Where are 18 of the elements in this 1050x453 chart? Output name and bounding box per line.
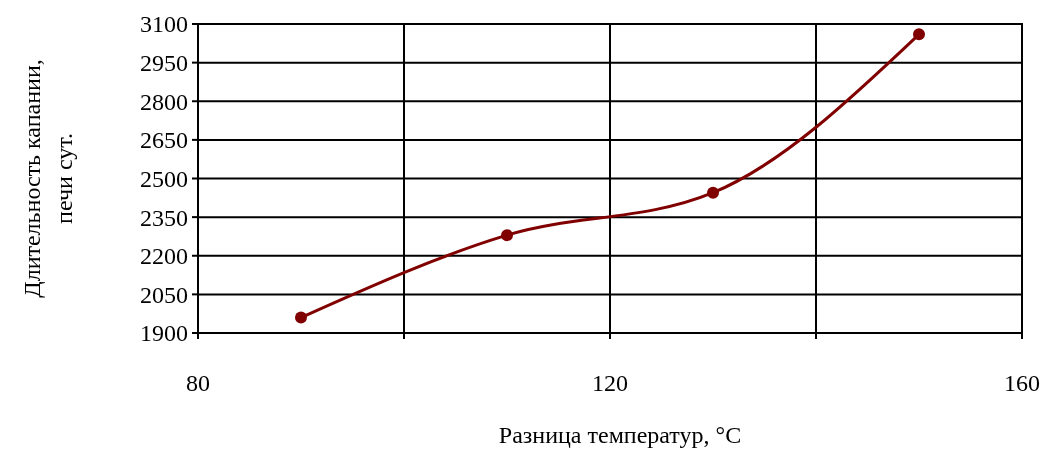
- y-axis-title: Длительность капании, печи сут.: [19, 59, 77, 298]
- point: [913, 28, 925, 41]
- point: [295, 311, 307, 324]
- x-tick-label: 120: [592, 370, 628, 396]
- y-tick-label: 2800: [140, 88, 188, 115]
- x-axis-title: Разница температур, °C: [498, 422, 742, 448]
- y-tick-label: 2650: [140, 127, 188, 154]
- y-tick-label: 2350: [140, 204, 188, 231]
- x-tick-label: 80: [186, 370, 210, 396]
- y-tick-label: 2950: [140, 50, 188, 77]
- y-tick-label: 2500: [140, 165, 188, 192]
- y-tick-label: 3100: [140, 11, 188, 38]
- point: [707, 186, 719, 199]
- point: [501, 229, 513, 242]
- y-tick-label: 2200: [140, 243, 188, 270]
- y-tick-label: 2050: [140, 281, 188, 308]
- y-tick-label: 1900: [140, 320, 188, 347]
- x-tick-label: 160: [1004, 370, 1040, 396]
